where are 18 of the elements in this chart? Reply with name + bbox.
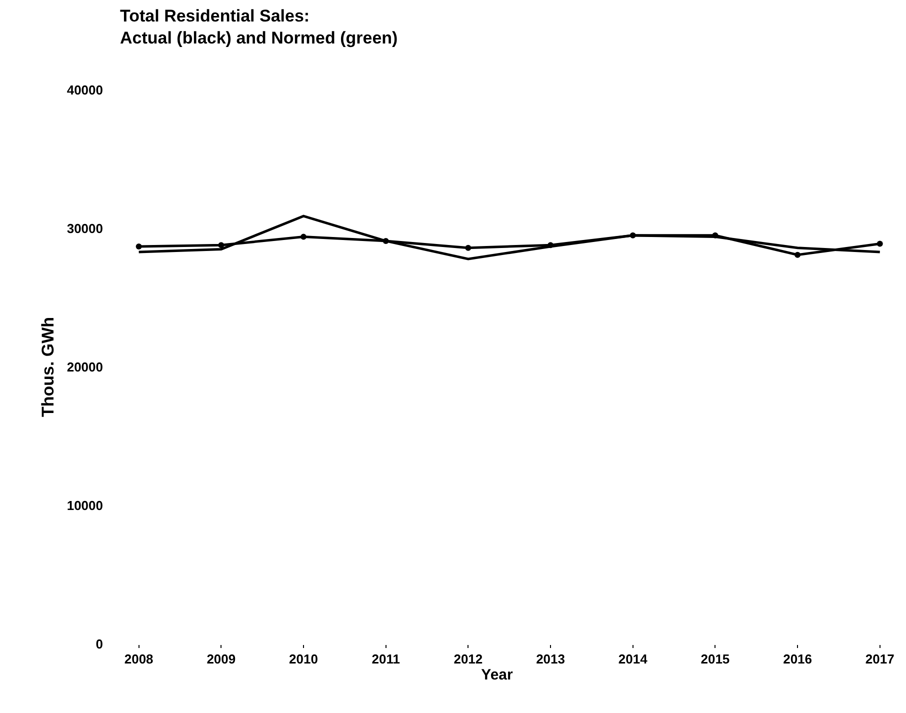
y-tick-label: 40000 [66,82,103,98]
x-tick-label: 2014 [618,652,648,667]
y-tick-label: 30000 [66,221,103,236]
y-tick-label: 20000 [66,360,103,375]
x-tick-label: 2011 [372,652,400,667]
x-tick-label: 2016 [783,652,812,667]
x-axis-title: Year [481,666,514,684]
y-tick-label: 10000 [66,498,103,514]
y-tick-label: 0 [96,636,103,652]
x-tick-label: 2015 [700,652,730,667]
x-tick-label: 2017 [865,652,894,667]
x-tick-label: 2008 [124,652,154,667]
y-axis-title: Thous. GWh [38,316,58,418]
chart-title: Total Residential Sales: Actual (black) and Normed (green) [120,6,398,48]
x-tick-label: 2012 [454,652,483,667]
x-tick-label: 2009 [206,652,236,667]
x-tick-label: 2010 [289,652,318,667]
x-tick-label: 2013 [536,652,565,667]
